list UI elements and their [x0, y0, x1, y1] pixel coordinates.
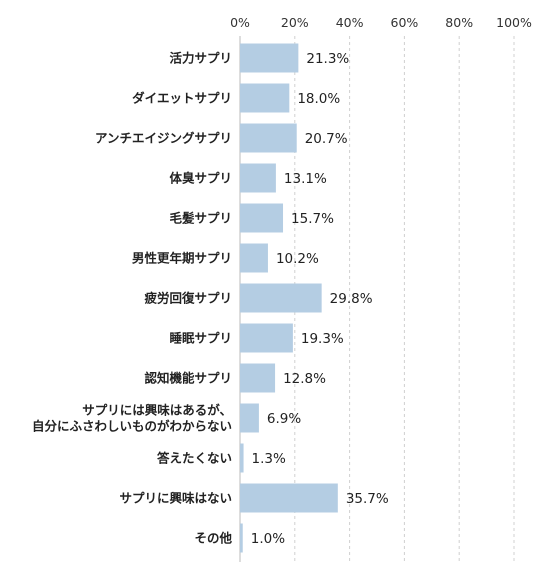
value-label: 1.3%: [252, 451, 286, 467]
category-label: その他: [194, 531, 232, 546]
bar: [240, 43, 299, 73]
bar: [240, 243, 268, 273]
bars: [240, 43, 338, 553]
category-label: 体臭サプリ: [169, 171, 232, 186]
category-label: 毛髪サプリ: [169, 211, 232, 226]
category-label: 答えたくない: [157, 451, 232, 466]
value-label: 35.7%: [346, 491, 389, 507]
category-label: 疲労回復サプリ: [144, 291, 232, 306]
category-labels: 活力サプリダイエットサプリアンチエイジングサプリ体臭サプリ毛髪サプリ男性更年期サ…: [32, 51, 233, 546]
value-label: 19.3%: [301, 331, 344, 347]
category-label: サプリに興味はない: [119, 491, 232, 506]
bar: [240, 483, 338, 513]
value-label: 18.0%: [297, 91, 340, 107]
x-axis-ticks: 0% 20% 40% 60% 80% 100%: [230, 15, 532, 30]
category-label: 認知機能サプリ: [144, 371, 232, 386]
category-label: アンチエイジングサプリ: [95, 131, 232, 146]
category-label: 男性更年期サプリ: [132, 251, 232, 266]
category-label: 活力サプリ: [169, 51, 232, 66]
value-label: 20.7%: [305, 131, 348, 147]
value-label: 13.1%: [284, 171, 327, 187]
value-label: 6.9%: [267, 411, 301, 427]
bar: [240, 443, 244, 473]
bar: [240, 163, 276, 193]
bar: [240, 363, 276, 393]
bar: [240, 123, 297, 153]
x-tick-label: 100%: [496, 15, 532, 30]
category-label: サプリには興味はあるが、: [82, 403, 232, 418]
bar: [240, 83, 290, 113]
bar: [240, 403, 259, 433]
value-label: 12.8%: [283, 371, 326, 387]
x-tick-label: 40%: [336, 15, 364, 30]
bar: [240, 523, 243, 553]
value-labels: 21.3% 18.0% 20.7% 13.1% 15.7% 10.2% 29.8% 19.3%…: [251, 51, 389, 547]
value-label: 29.8%: [330, 291, 373, 307]
value-label: 1.0%: [251, 531, 285, 547]
bar: [240, 283, 322, 313]
value-label: 10.2%: [276, 251, 319, 267]
value-label: 15.7%: [291, 211, 334, 227]
bar: [240, 323, 293, 353]
x-tick-label: 80%: [445, 15, 473, 30]
x-tick-label: 20%: [281, 15, 309, 30]
bar: [240, 203, 284, 233]
x-tick-label: 0%: [230, 15, 250, 30]
x-tick-label: 60%: [391, 15, 419, 30]
value-label: 21.3%: [306, 51, 349, 67]
category-label: 自分にふさわしいものがわからない: [32, 419, 232, 434]
category-label: ダイエットサプリ: [132, 91, 232, 106]
category-label: 睡眠サプリ: [169, 331, 232, 346]
